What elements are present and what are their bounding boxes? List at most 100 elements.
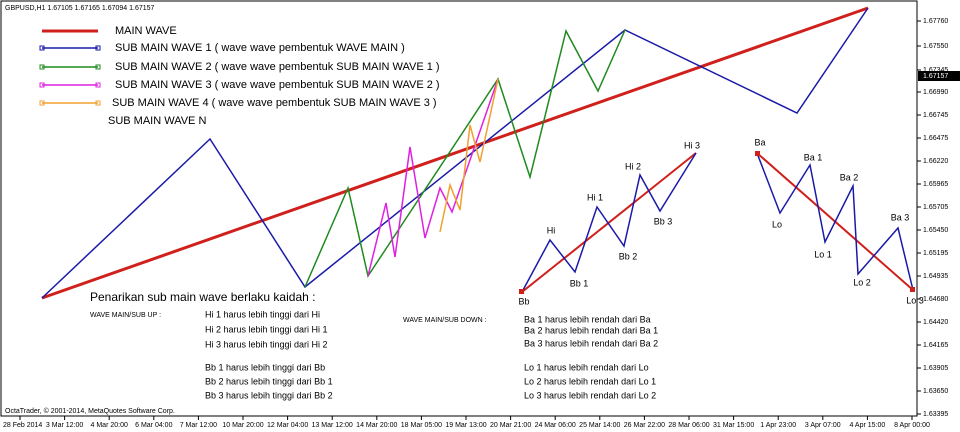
point-label: Hi 1 xyxy=(587,192,603,202)
legend-label: MAIN WAVE xyxy=(115,25,177,37)
time-label: 3 Mar 12:00 xyxy=(46,422,83,429)
legend-label: SUB MAIN WAVE 2 ( wave wave pembentuk SU… xyxy=(115,61,440,73)
sub-main-wave-4 xyxy=(439,78,499,233)
legend-label: SUB MAIN WAVE 3 ( wave wave pembentuk SU… xyxy=(115,79,440,91)
point-marker xyxy=(519,289,524,294)
time-label: 4 Apr 15:00 xyxy=(849,422,885,429)
time-label: 25 Mar 14:00 xyxy=(579,422,620,429)
time-label: 28 Feb 2014 xyxy=(3,422,42,429)
point-label: Bb 3 xyxy=(654,216,673,226)
down-rule: Ba 3 harus lebih rendah dari Ba 2 xyxy=(524,338,658,348)
up-rule: Hi 2 harus lebih tinggi dari Hi 1 xyxy=(205,324,328,334)
price-label: 1.66990 xyxy=(923,89,948,96)
time-label: 28 Mar 06:00 xyxy=(668,422,709,429)
price-label: 1.64420 xyxy=(923,319,948,326)
current-price-box xyxy=(918,71,960,81)
price-label: 1.63905 xyxy=(923,365,948,372)
legend-label: SUB MAIN WAVE 4 ( wave wave pembentuk SU… xyxy=(112,97,437,109)
legend-label: SUB MAIN WAVE N xyxy=(108,115,206,127)
time-label: 3 Apr 07:00 xyxy=(805,422,841,429)
time-label: 13 Mar 12:00 xyxy=(312,422,353,429)
time-label: 14 Mar 20:00 xyxy=(356,422,397,429)
price-label: 1.67345 xyxy=(923,67,948,74)
point-label: Lo 1 xyxy=(814,249,832,259)
point-label: Bb xyxy=(518,296,529,306)
time-label: 18 Mar 05:00 xyxy=(401,422,442,429)
time-label: 24 Mar 06:00 xyxy=(535,422,576,429)
down-rule: Lo 2 harus lebih rendah dari Lo 1 xyxy=(524,376,656,386)
price-label: 1.66475 xyxy=(923,135,948,142)
time-label: 1 Apr 23:00 xyxy=(760,422,796,429)
point-marker xyxy=(755,151,760,156)
time-label: 26 Mar 22:00 xyxy=(624,422,665,429)
legend-marker xyxy=(95,45,101,51)
legend-marker xyxy=(39,45,45,51)
price-label: 1.65705 xyxy=(923,204,948,211)
time-label: 6 Mar 04:00 xyxy=(135,422,172,429)
down-label: WAVE MAIN/SUB DOWN : xyxy=(403,317,487,324)
footer: OctaTrader, © 2001-2014, MetaQuotes Soft… xyxy=(5,407,175,415)
sub-main-wave-3 xyxy=(367,78,499,277)
point-label: Hi xyxy=(547,225,556,235)
point-label: Ba 1 xyxy=(804,152,823,162)
notes-title: Penarikan sub main wave berlaku kaidah : xyxy=(90,290,315,304)
price-label: 1.67550 xyxy=(923,43,948,50)
point-marker xyxy=(910,287,915,292)
point-label: Bb 1 xyxy=(570,278,589,288)
down-rule: Lo 3 harus lebih rendah dari Lo 2 xyxy=(524,390,656,400)
down-rule: Ba 1 harus lebih rendah dari Ba xyxy=(524,314,651,324)
legend-marker xyxy=(39,82,45,88)
price-label: 1.66220 xyxy=(923,158,948,165)
up-label: WAVE MAIN/SUB UP : xyxy=(90,312,161,319)
point-label: Ba 2 xyxy=(840,172,859,182)
sub-main-wave-2 xyxy=(304,28,626,288)
point-label: Lo xyxy=(772,219,782,229)
price-label: 1.64935 xyxy=(923,273,948,280)
time-label: 4 Mar 20:00 xyxy=(91,422,128,429)
price-label: 1.65450 xyxy=(923,227,948,234)
down-rule: Ba 2 harus lebih rendah dari Ba 1 xyxy=(524,325,658,335)
price-label: 1.64680 xyxy=(923,296,948,303)
price-label: 1.64165 xyxy=(923,342,948,349)
up-rule: Hi 1 harus lebih tinggi dari Hi xyxy=(205,309,320,319)
time-label: 20 Mar 21:00 xyxy=(490,422,531,429)
price-label: 1.65965 xyxy=(923,181,948,188)
time-label: 12 Mar 04:00 xyxy=(267,422,308,429)
price-label: 1.65195 xyxy=(923,250,948,257)
up-rule: Hi 3 harus lebih tinggi dari Hi 2 xyxy=(205,339,328,349)
point-label: Ba 3 xyxy=(891,212,910,222)
main-wave xyxy=(41,6,869,300)
point-label: Hi 3 xyxy=(684,140,700,150)
time-label: 19 Mar 13:00 xyxy=(445,422,486,429)
up-rule: Bb 1 harus lebih tinggi dari Bb xyxy=(205,362,325,372)
time-label: 10 Mar 20:00 xyxy=(222,422,263,429)
legend-marker xyxy=(39,64,45,70)
legend-label: SUB MAIN WAVE 1 ( wave wave pembentuk WA… xyxy=(115,42,405,54)
time-label: 7 Mar 12:00 xyxy=(180,422,217,429)
current-price: 1.67157 xyxy=(923,73,948,80)
down-rule: Lo 1 harus lebih rendah dari Lo xyxy=(524,362,649,372)
legend-marker xyxy=(39,100,45,106)
legend-marker xyxy=(95,100,101,106)
time-label: 8 Apr 00:00 xyxy=(894,422,930,429)
time-label: 31 Mar 15:00 xyxy=(713,422,754,429)
legend-marker xyxy=(95,64,101,70)
price-label: 1.63650 xyxy=(923,388,948,395)
sub-main-wave-1 xyxy=(41,7,869,299)
price-label: 1.63395 xyxy=(923,411,948,418)
price-label: 1.66745 xyxy=(923,112,948,119)
up-main-line xyxy=(521,152,697,293)
price-label: 1.67760 xyxy=(923,18,948,25)
legend-marker xyxy=(95,82,101,88)
point-label: Lo 2 xyxy=(853,277,871,287)
point-label: Lo 3 xyxy=(906,295,924,305)
point-label: Hi 2 xyxy=(625,161,641,171)
up-wave xyxy=(521,152,697,293)
symbol-header: GBPUSD,H1 1.67105 1.67165 1.67094 1.6715… xyxy=(5,5,155,12)
point-label: Bb 2 xyxy=(619,251,638,261)
up-rule: Bb 2 harus lebih tinggi dari Bb 1 xyxy=(205,376,333,386)
down-wave xyxy=(756,152,914,291)
up-rule: Bb 3 harus lebih tinggi dari Bb 2 xyxy=(205,390,333,400)
point-label: Ba xyxy=(754,137,765,147)
